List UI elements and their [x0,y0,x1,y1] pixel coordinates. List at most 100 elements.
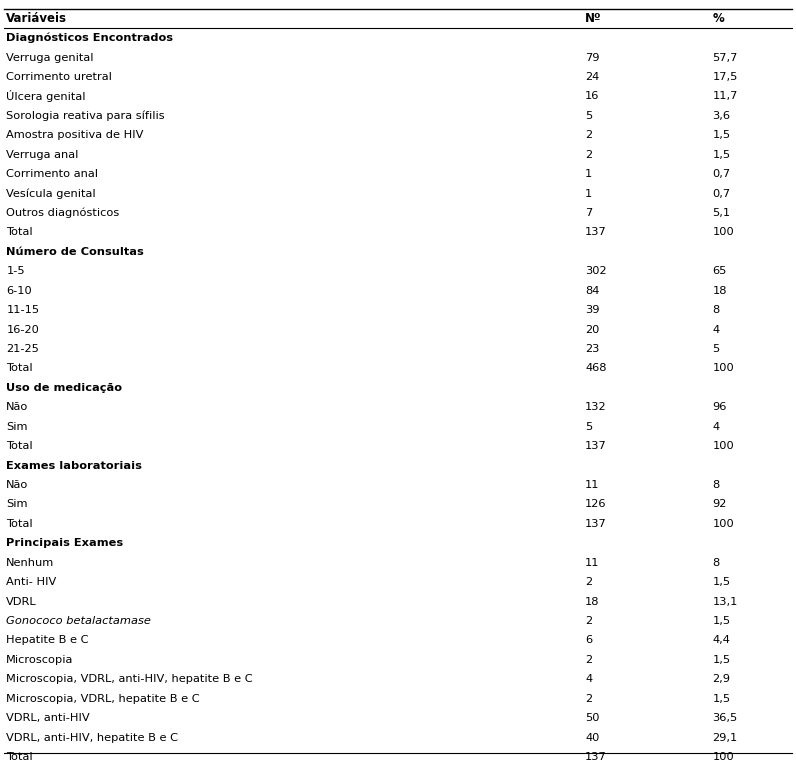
Text: 39: 39 [585,305,599,315]
Text: 1,5: 1,5 [712,130,731,140]
Text: Microscopia, VDRL, hepatite B e C: Microscopia, VDRL, hepatite B e C [6,693,200,704]
Text: Verruga anal: Verruga anal [6,149,79,160]
Text: Corrimento anal: Corrimento anal [6,169,99,179]
Text: 468: 468 [585,363,607,373]
Text: 100: 100 [712,752,734,762]
Text: Gonococo betalactamase: Gonococo betalactamase [6,616,151,626]
Text: 17,5: 17,5 [712,72,738,82]
Text: 16-20: 16-20 [6,325,39,335]
Text: 1: 1 [585,169,592,179]
Text: 4: 4 [712,421,720,432]
Text: Corrimento uretral: Corrimento uretral [6,72,112,82]
Text: 4: 4 [585,674,592,684]
Text: 6-10: 6-10 [6,286,32,296]
Text: 1,5: 1,5 [712,655,731,665]
Text: 1,5: 1,5 [712,149,731,160]
Text: Anti- HIV: Anti- HIV [6,577,57,588]
Text: 0,7: 0,7 [712,169,731,179]
Text: 11-15: 11-15 [6,305,40,315]
Text: 1-5: 1-5 [6,266,25,277]
Text: Nenhum: Nenhum [6,558,55,568]
Text: Hepatite B e C: Hepatite B e C [6,636,89,645]
Text: 100: 100 [712,441,734,451]
Text: Diagnósticos Encontrados: Diagnósticos Encontrados [6,33,174,43]
Text: 0,7: 0,7 [712,188,731,199]
Text: 1,5: 1,5 [712,577,731,588]
Text: 100: 100 [712,227,734,238]
Text: 20: 20 [585,325,599,335]
Text: Vesícula genital: Vesícula genital [6,188,96,199]
Text: Verruga genital: Verruga genital [6,53,94,62]
Text: 11: 11 [585,480,599,490]
Text: Sorologia reativa para sífilis: Sorologia reativa para sífilis [6,110,165,121]
Text: 79: 79 [585,53,599,62]
Text: 6: 6 [585,636,592,645]
Text: 65: 65 [712,266,727,277]
Text: 302: 302 [585,266,607,277]
Text: 2: 2 [585,693,592,704]
Text: 1,5: 1,5 [712,616,731,626]
Text: VDRL, anti-HIV, hepatite B e C: VDRL, anti-HIV, hepatite B e C [6,732,178,743]
Text: Total: Total [6,752,33,762]
Text: 4: 4 [712,325,720,335]
Text: 137: 137 [585,227,607,238]
Text: 2: 2 [585,577,592,588]
Text: 13,1: 13,1 [712,597,738,607]
Text: Não: Não [6,402,29,412]
Text: Não: Não [6,480,29,490]
Text: 18: 18 [712,286,727,296]
Text: 8: 8 [712,480,720,490]
Text: 5: 5 [585,421,592,432]
Text: 2: 2 [585,130,592,140]
Text: Número de Consultas: Número de Consultas [6,247,144,257]
Text: Uso de medicação: Uso de medicação [6,383,123,393]
Text: 4,4: 4,4 [712,636,730,645]
Text: Principais Exames: Principais Exames [6,538,123,549]
Text: 11: 11 [585,558,599,568]
Text: VDRL: VDRL [6,597,37,607]
Text: 40: 40 [585,732,599,743]
Text: 29,1: 29,1 [712,732,738,743]
Text: 57,7: 57,7 [712,53,738,62]
Text: 7: 7 [585,208,592,218]
Text: 1: 1 [585,188,592,199]
Text: 84: 84 [585,286,599,296]
Text: Outros diagnósticos: Outros diagnósticos [6,208,119,218]
Text: 11,7: 11,7 [712,91,738,101]
Text: 8: 8 [712,305,720,315]
Text: 8: 8 [712,558,720,568]
Text: 132: 132 [585,402,607,412]
Text: Microscopia, VDRL, anti-HIV, hepatite B e C: Microscopia, VDRL, anti-HIV, hepatite B … [6,674,253,684]
Text: Nº: Nº [585,12,602,25]
Text: Total: Total [6,227,33,238]
Text: Variáveis: Variáveis [6,12,68,25]
Text: Sim: Sim [6,421,28,432]
Text: 2: 2 [585,149,592,160]
Text: 5: 5 [712,344,720,354]
Text: 21-25: 21-25 [6,344,39,354]
Text: 23: 23 [585,344,599,354]
Text: 126: 126 [585,499,607,510]
Text: 137: 137 [585,519,607,529]
Text: 137: 137 [585,441,607,451]
Text: Total: Total [6,519,33,529]
Text: 96: 96 [712,402,727,412]
Text: 137: 137 [585,752,607,762]
Text: 36,5: 36,5 [712,713,738,723]
Text: 5,1: 5,1 [712,208,731,218]
Text: 16: 16 [585,91,599,101]
Text: 2,9: 2,9 [712,674,731,684]
Text: 5: 5 [585,110,592,121]
Text: 2: 2 [585,616,592,626]
Text: 18: 18 [585,597,599,607]
Text: %: % [712,12,724,25]
Text: 24: 24 [585,72,599,82]
Text: Úlcera genital: Úlcera genital [6,91,86,102]
Text: 92: 92 [712,499,727,510]
Text: Sim: Sim [6,499,28,510]
Text: Total: Total [6,441,33,451]
Text: 100: 100 [712,363,734,373]
Text: 50: 50 [585,713,599,723]
Text: VDRL, anti-HIV: VDRL, anti-HIV [6,713,90,723]
Text: Microscopia: Microscopia [6,655,74,665]
